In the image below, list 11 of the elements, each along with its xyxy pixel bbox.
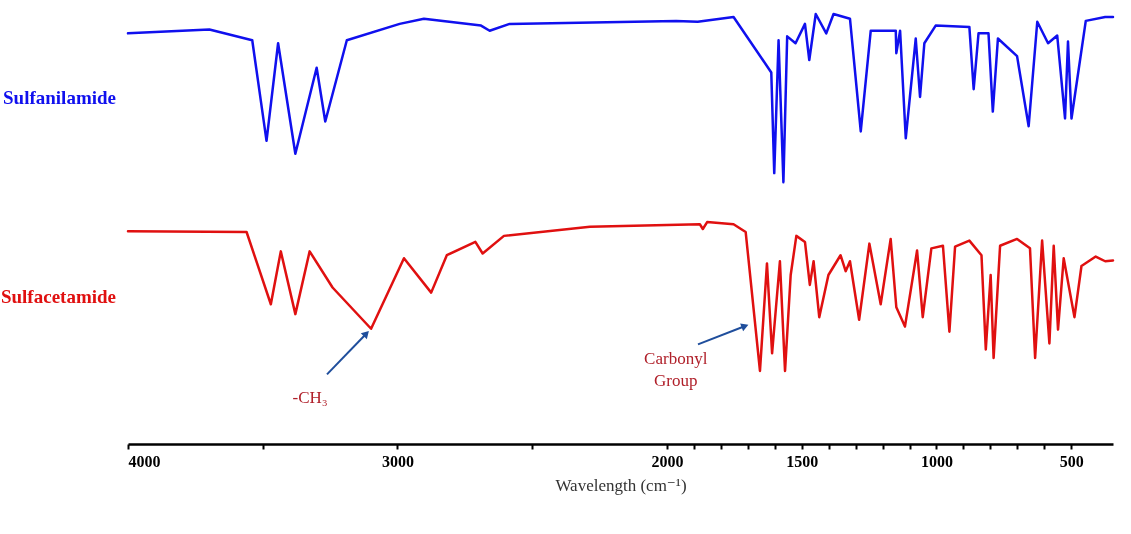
annotation: Carbonyl Group xyxy=(644,349,708,390)
x-axis-title: Wavelength (cm⁻¹) xyxy=(555,475,687,495)
annotation: -CH₃ xyxy=(292,387,328,407)
x-tick-label: 3000 xyxy=(381,452,414,470)
x-tick-label: 1500 xyxy=(786,452,819,470)
x-tick-label: 2000 xyxy=(651,452,684,470)
x-tick-label: 500 xyxy=(1059,452,1084,470)
x-tick-label: 1000 xyxy=(920,452,953,470)
text: Sulfanilamide xyxy=(3,87,116,109)
text: Sulfacetamide xyxy=(0,285,116,307)
x-tick-label: 4000 xyxy=(128,452,161,470)
